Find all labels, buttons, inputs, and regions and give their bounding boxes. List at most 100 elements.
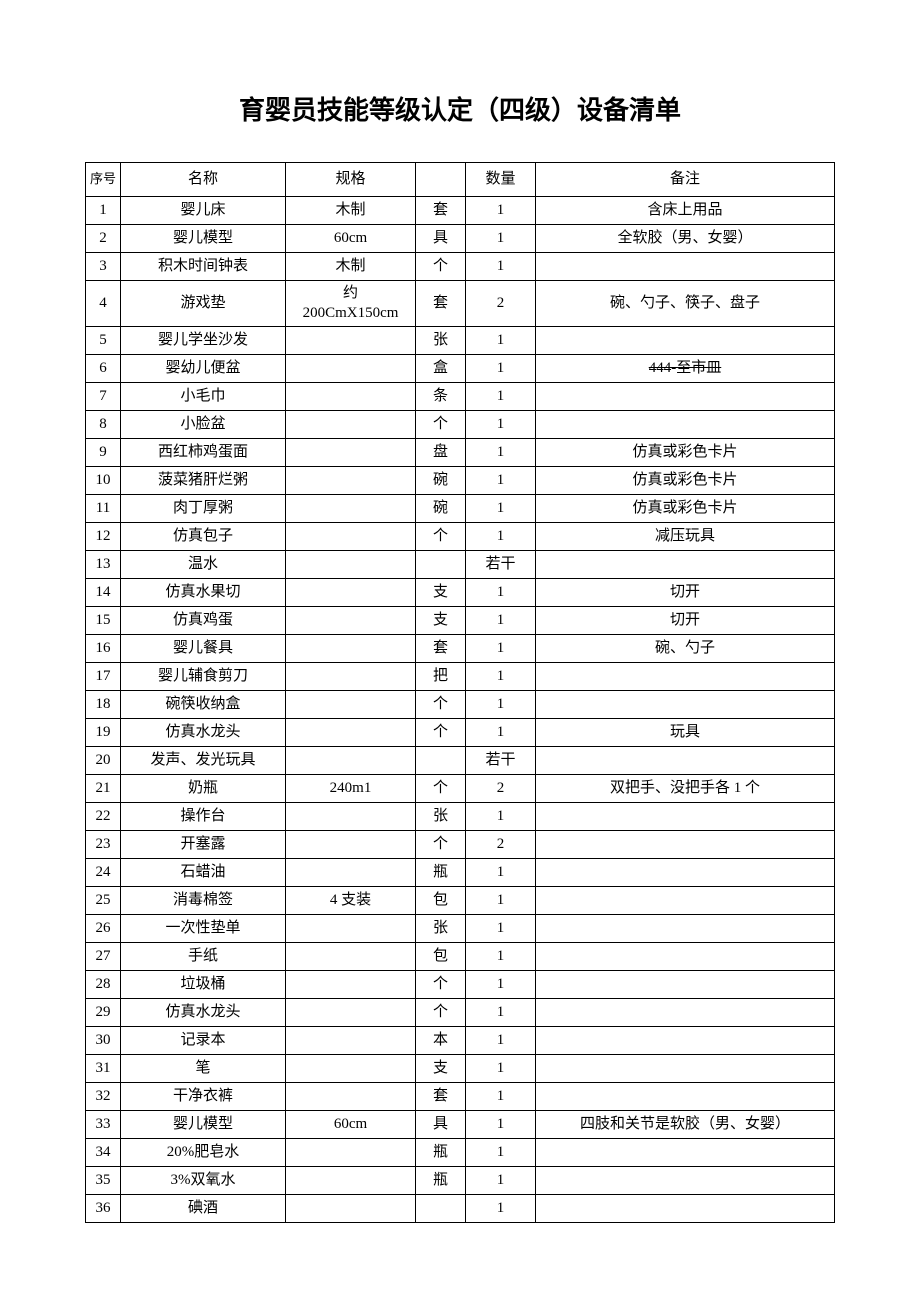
cell-unit: 张 <box>416 915 466 943</box>
table-row: 20发声、发光玩具若干 <box>86 747 835 775</box>
cell-remark <box>536 803 835 831</box>
cell-seq: 11 <box>86 495 121 523</box>
cell-name: 20%肥皂水 <box>121 1139 286 1167</box>
cell-seq: 3 <box>86 253 121 281</box>
cell-spec: 约200CmX150cm <box>286 281 416 327</box>
cell-name: 奶瓶 <box>121 775 286 803</box>
cell-spec <box>286 1083 416 1111</box>
cell-remark: 四肢和关节是软胶（男、女婴） <box>536 1111 835 1139</box>
cell-unit: 本 <box>416 1027 466 1055</box>
table-row: 10菠菜猪肝烂粥碗1仿真或彩色卡片 <box>86 467 835 495</box>
cell-remark <box>536 551 835 579</box>
cell-qty: 1 <box>466 635 536 663</box>
cell-name: 记录本 <box>121 1027 286 1055</box>
cell-qty: 1 <box>466 197 536 225</box>
table-row: 19仿真水龙头个1玩具 <box>86 719 835 747</box>
cell-unit: 套 <box>416 197 466 225</box>
cell-remark: 全软胶（男、女婴） <box>536 225 835 253</box>
cell-seq: 29 <box>86 999 121 1027</box>
cell-spec <box>286 523 416 551</box>
cell-qty: 1 <box>466 859 536 887</box>
cell-qty: 1 <box>466 1195 536 1223</box>
cell-name: 西红柿鸡蛋面 <box>121 439 286 467</box>
cell-qty: 1 <box>466 1139 536 1167</box>
cell-qty: 1 <box>466 383 536 411</box>
cell-spec <box>286 495 416 523</box>
cell-unit: 瓶 <box>416 1167 466 1195</box>
table-row: 25消毒棉签4 支装包1 <box>86 887 835 915</box>
cell-spec <box>286 691 416 719</box>
cell-qty: 2 <box>466 281 536 327</box>
cell-qty: 1 <box>466 355 536 383</box>
cell-remark <box>536 831 835 859</box>
cell-remark <box>536 1055 835 1083</box>
cell-remark <box>536 971 835 999</box>
cell-qty: 1 <box>466 1083 536 1111</box>
cell-spec <box>286 551 416 579</box>
table-row: 29仿真水龙头个1 <box>86 999 835 1027</box>
cell-seq: 1 <box>86 197 121 225</box>
table-row: 14仿真水果切支1切开 <box>86 579 835 607</box>
cell-seq: 28 <box>86 971 121 999</box>
cell-remark <box>536 859 835 887</box>
table-row: 31笔支1 <box>86 1055 835 1083</box>
cell-seq: 26 <box>86 915 121 943</box>
cell-remark <box>536 943 835 971</box>
cell-name: 消毒棉签 <box>121 887 286 915</box>
cell-qty: 1 <box>466 999 536 1027</box>
cell-unit: 碗 <box>416 495 466 523</box>
table-row: 17婴儿辅食剪刀把1 <box>86 663 835 691</box>
table-row: 24石蜡油瓶1 <box>86 859 835 887</box>
table-row: 1婴儿床木制套1含床上用品 <box>86 197 835 225</box>
cell-unit: 个 <box>416 691 466 719</box>
cell-unit: 支 <box>416 1055 466 1083</box>
cell-name: 仿真鸡蛋 <box>121 607 286 635</box>
cell-spec: 60cm <box>286 1111 416 1139</box>
cell-seq: 16 <box>86 635 121 663</box>
cell-spec <box>286 831 416 859</box>
cell-spec <box>286 579 416 607</box>
cell-spec <box>286 915 416 943</box>
cell-seq: 19 <box>86 719 121 747</box>
cell-name: 婴儿模型 <box>121 1111 286 1139</box>
cell-spec <box>286 1027 416 1055</box>
cell-remark <box>536 1083 835 1111</box>
cell-unit: 张 <box>416 803 466 831</box>
cell-unit: 条 <box>416 383 466 411</box>
table-row: 5婴儿学坐沙发张1 <box>86 327 835 355</box>
cell-name: 温水 <box>121 551 286 579</box>
cell-remark <box>536 887 835 915</box>
cell-unit: 个 <box>416 831 466 859</box>
table-row: 21奶瓶240m1个2双把手、没把手各 1 个 <box>86 775 835 803</box>
cell-qty: 1 <box>466 971 536 999</box>
table-row: 30记录本本1 <box>86 1027 835 1055</box>
cell-qty: 1 <box>466 607 536 635</box>
table-row: 12仿真包子个1减压玩具 <box>86 523 835 551</box>
table-row: 32干净衣裤套1 <box>86 1083 835 1111</box>
table-row: 4游戏垫约200CmX150cm套2碗、勺子、筷子、盘子 <box>86 281 835 327</box>
cell-remark: 切开 <box>536 579 835 607</box>
cell-name: 小脸盆 <box>121 411 286 439</box>
cell-remark: 仿真或彩色卡片 <box>536 495 835 523</box>
cell-spec <box>286 1055 416 1083</box>
table-row: 353%双氧水瓶1 <box>86 1167 835 1195</box>
cell-seq: 32 <box>86 1083 121 1111</box>
cell-unit: 个 <box>416 253 466 281</box>
cell-qty: 若干 <box>466 551 536 579</box>
cell-spec <box>286 327 416 355</box>
cell-remark: 仿真或彩色卡片 <box>536 467 835 495</box>
table-row: 23开塞露个2 <box>86 831 835 859</box>
cell-qty: 2 <box>466 775 536 803</box>
cell-spec <box>286 719 416 747</box>
cell-unit <box>416 1195 466 1223</box>
cell-qty: 1 <box>466 467 536 495</box>
cell-qty: 1 <box>466 663 536 691</box>
cell-qty: 1 <box>466 495 536 523</box>
cell-spec <box>286 663 416 691</box>
cell-spec <box>286 467 416 495</box>
cell-spec <box>286 747 416 775</box>
cell-spec <box>286 439 416 467</box>
table-row: 3积木时间钟表木制个1 <box>86 253 835 281</box>
cell-unit: 瓶 <box>416 859 466 887</box>
cell-seq: 5 <box>86 327 121 355</box>
